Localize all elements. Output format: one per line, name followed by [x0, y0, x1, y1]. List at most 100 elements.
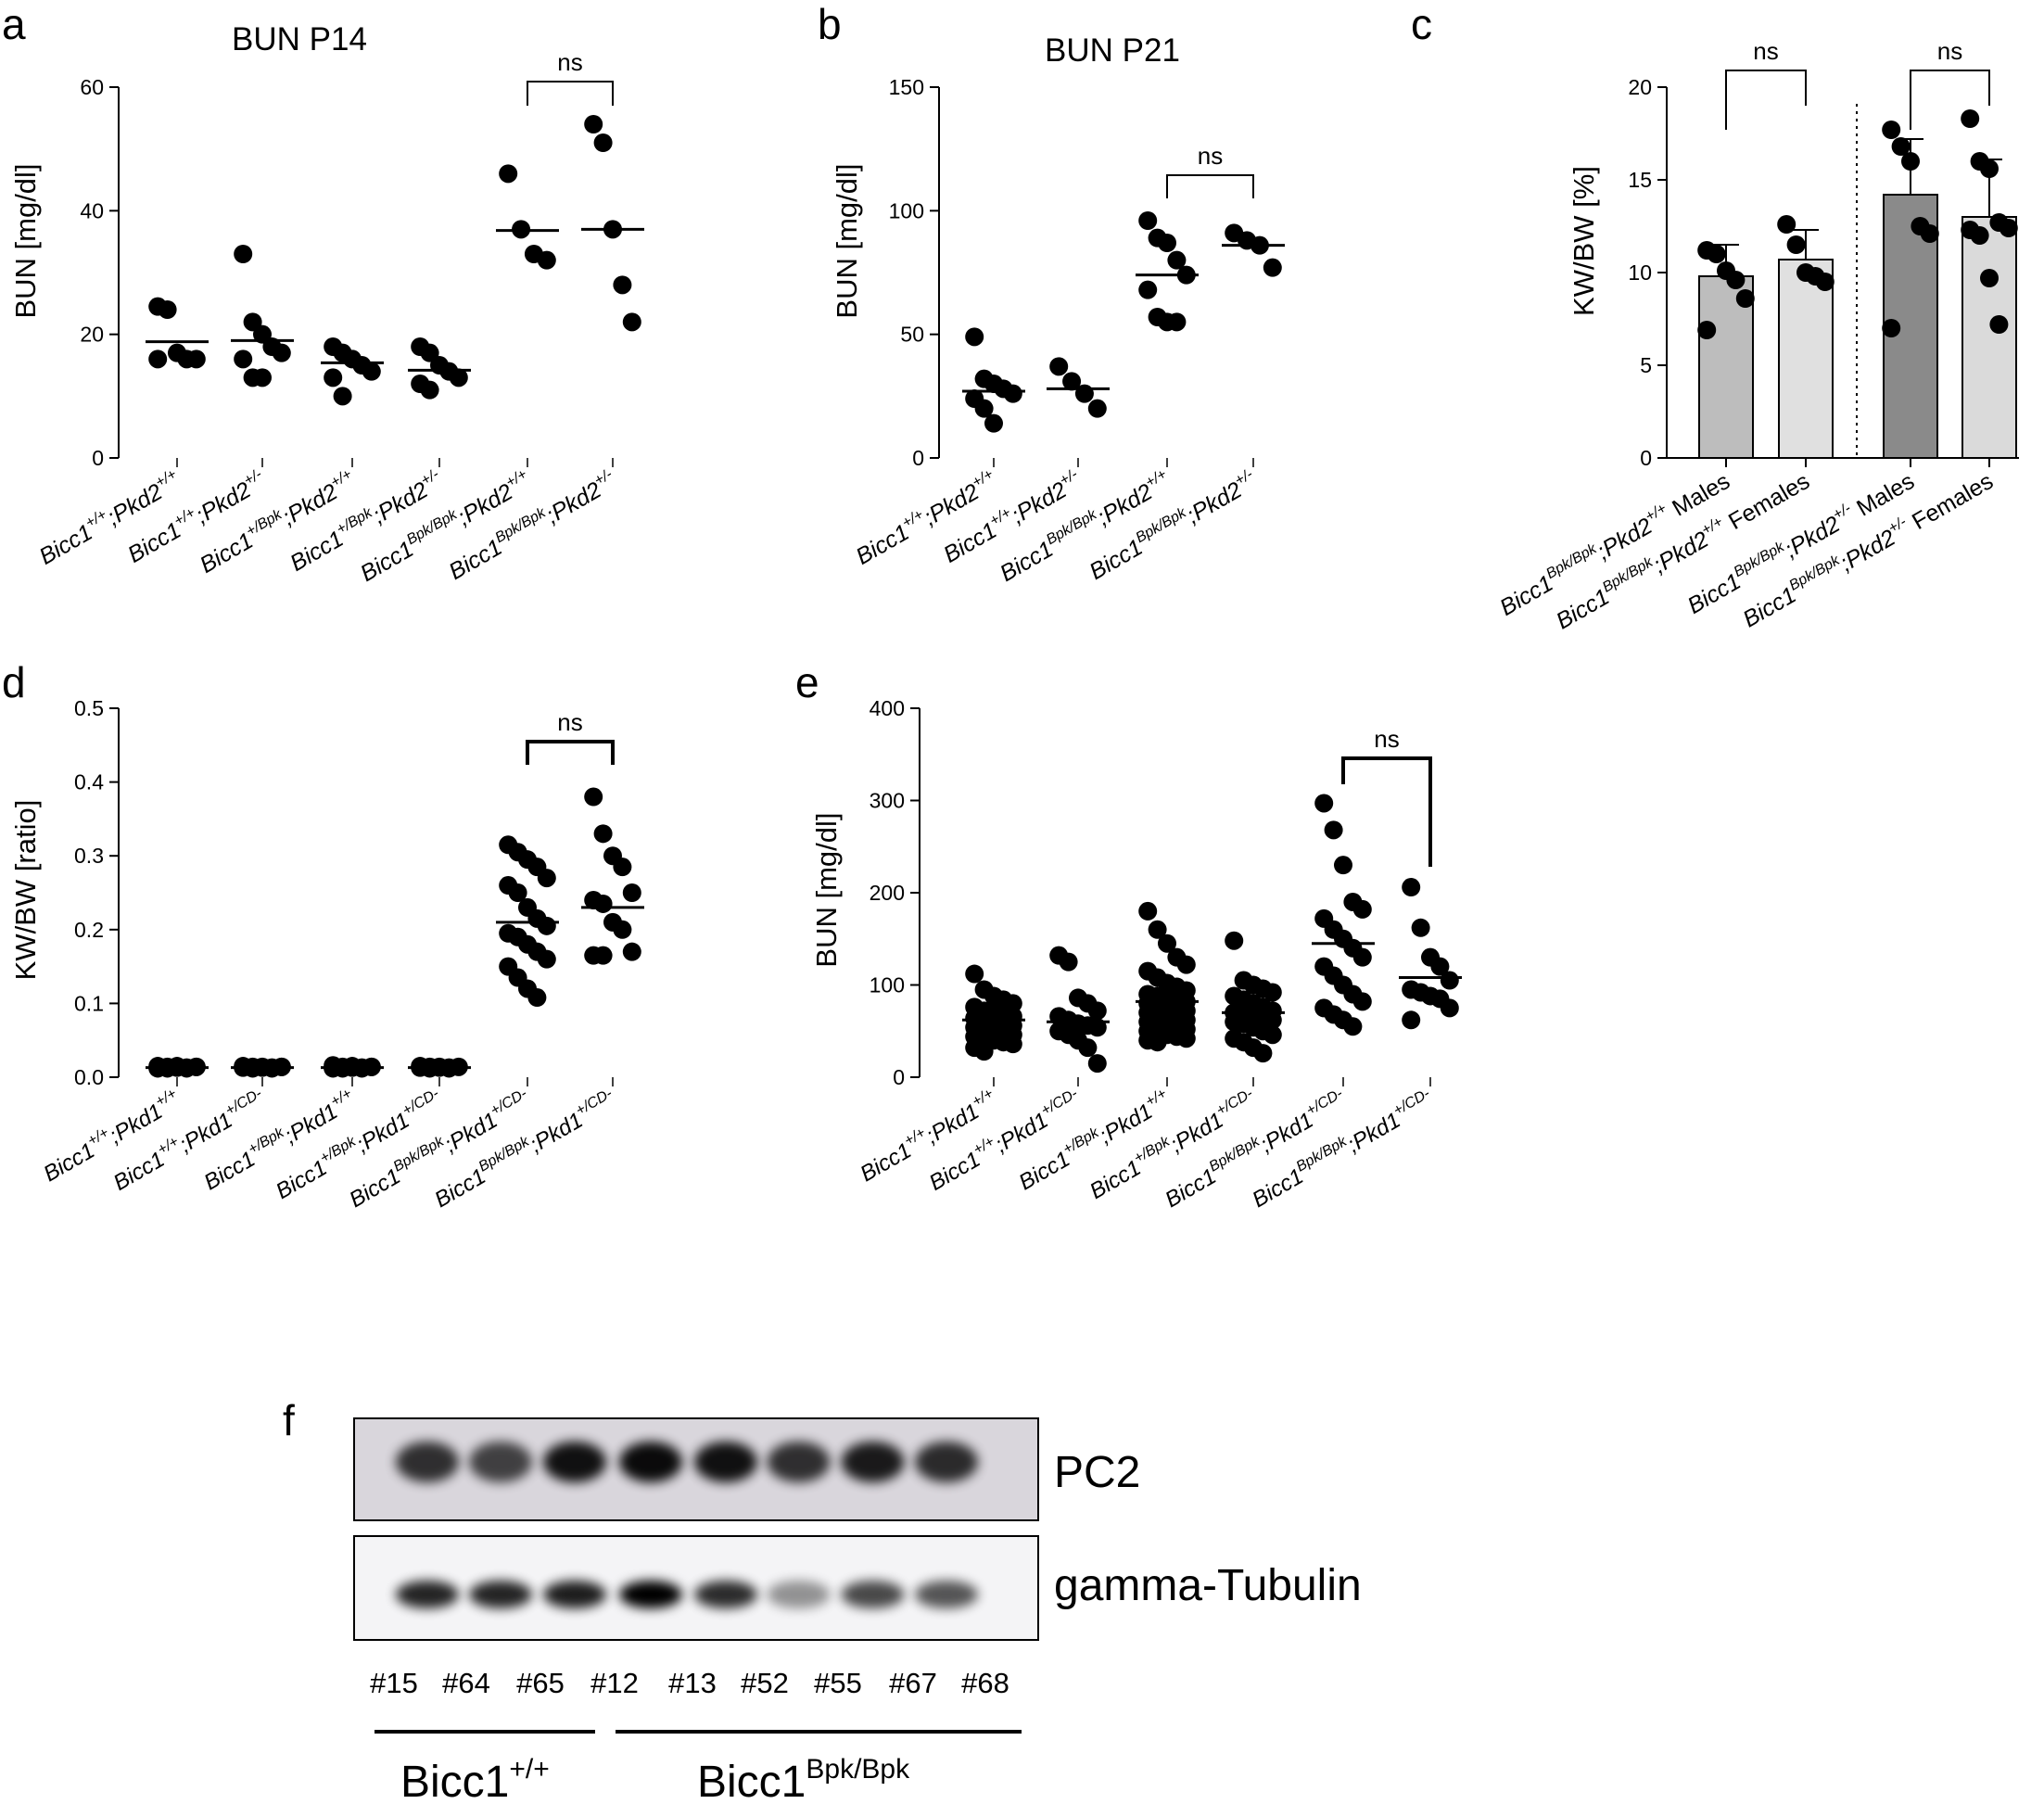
lane-label: #65: [516, 1667, 565, 1699]
blot-band: [469, 1442, 532, 1482]
data-point: [420, 380, 439, 400]
x-category-label: Bicc1+/+;Pkd2+/+: [851, 466, 1002, 570]
blot-band: [619, 1442, 682, 1482]
y-axis-label: KW/BW [%]: [1568, 166, 1600, 316]
blot-pc2: [353, 1417, 1039, 1521]
data-point: [186, 349, 206, 369]
y-axis-label: BUN [mg/dl]: [831, 163, 863, 318]
data-point: [584, 787, 603, 807]
data-point: [1352, 947, 1372, 967]
panel-b: b BUN P21 0 50 100 150 BUN [mg/dl] Bicc1+/+;P…: [818, 0, 1285, 587]
data-point: [622, 942, 641, 961]
y-tick-label: 150: [889, 75, 924, 99]
y-tick-label: 40: [80, 198, 104, 222]
data-point: [1314, 794, 1334, 813]
data-point: [1167, 250, 1187, 270]
data-point: [613, 858, 632, 877]
y-tick-label: 5: [1640, 353, 1652, 377]
lane-label: #68: [961, 1667, 1009, 1699]
lane-label: #55: [814, 1667, 862, 1699]
data-point: [1148, 1033, 1167, 1052]
data-point: [537, 869, 556, 888]
data-point: [1253, 1044, 1273, 1063]
lane-label: #12: [590, 1667, 639, 1699]
data-point: [1324, 820, 1343, 840]
data-point: [1158, 934, 1176, 953]
group-label-wildtype: Bicc1+/+: [400, 1754, 550, 1804]
data-point: [1087, 1054, 1107, 1074]
blot-band: [915, 1442, 978, 1482]
data-point: [974, 1042, 994, 1061]
significance-bracket: [1910, 70, 1990, 130]
lane-label: #15: [370, 1667, 418, 1699]
lane-label: #67: [889, 1667, 937, 1699]
data-point: [1087, 399, 1107, 418]
data-point: [984, 413, 1003, 433]
data-point: [1697, 321, 1717, 339]
blot-label-pc2: PC2: [1054, 1448, 1140, 1497]
x-category-label: Bicc1+/+;Pkd2+/+: [34, 466, 185, 570]
data-point: [1074, 384, 1094, 403]
y-tick-label: 20: [1628, 75, 1652, 99]
data-point: [272, 343, 291, 362]
blot-band: [915, 1581, 978, 1608]
data-point: [1003, 384, 1022, 403]
data-point: [1176, 1029, 1196, 1048]
y-tick-label: 60: [80, 75, 104, 99]
panel-f: f PC2 gamma-Tubulin #15 #64 #65 #12 #13 #52 #5…: [283, 1396, 1362, 1804]
data-point: [593, 946, 613, 965]
y-tick-label: 50: [900, 323, 924, 347]
significance-bracket: [526, 740, 615, 765]
data-point: [324, 368, 343, 387]
data-point: [965, 327, 984, 347]
y-tick-label: 0: [912, 446, 924, 470]
blot-band: [694, 1442, 757, 1482]
y-tick-label: 0.1: [74, 991, 104, 1015]
data-point: [1980, 269, 1999, 287]
data-point: [253, 368, 272, 387]
y-tick-label: 0.5: [74, 696, 104, 720]
data-point: [1980, 159, 1999, 178]
significance-label: ns: [1753, 37, 1778, 65]
y-tick-label: 100: [870, 973, 905, 997]
data-point: [613, 920, 632, 939]
y-axis-label: BUN [mg/dl]: [9, 163, 42, 318]
data-point: [593, 133, 613, 152]
panel-b-title: BUN P21: [1045, 32, 1180, 69]
panel-letter-f: f: [283, 1396, 295, 1444]
data-point: [1176, 955, 1196, 974]
data-point: [1440, 971, 1459, 990]
y-tick-label: 20: [80, 323, 104, 347]
data-point: [1003, 1035, 1022, 1054]
data-point: [1059, 952, 1078, 972]
y-tick-label: 300: [870, 789, 905, 813]
data-point: [974, 399, 994, 418]
data-point: [1891, 137, 1911, 156]
blot-band: [543, 1581, 606, 1608]
data-point: [537, 949, 556, 969]
data-point: [1735, 289, 1755, 308]
y-axis-label: KW/BW [ratio]: [9, 800, 42, 981]
lane-label: #64: [442, 1667, 490, 1699]
data-point: [508, 883, 527, 902]
data-point: [1970, 226, 1989, 245]
data-point: [1707, 245, 1726, 263]
data-point: [1158, 234, 1176, 252]
lane-label: #52: [741, 1667, 789, 1699]
x-category-label: Bicc1+/+;Pkd2+/-: [938, 466, 1086, 568]
y-tick-label: 0: [1640, 446, 1652, 470]
data-point: [1087, 1001, 1107, 1021]
data-point: [1961, 109, 1980, 128]
data-point: [1263, 983, 1282, 1002]
bar: [1961, 216, 2017, 459]
blot-gamma-tubulin: [353, 1535, 1039, 1641]
data-point: [622, 312, 641, 332]
data-point: [1989, 315, 2009, 334]
data-point: [499, 164, 518, 184]
data-point: [1148, 920, 1167, 939]
y-axis-label: BUN [mg/dl]: [810, 812, 843, 967]
blot-band: [396, 1581, 459, 1608]
y-tick-label: 100: [889, 198, 924, 222]
data-point: [965, 964, 984, 984]
